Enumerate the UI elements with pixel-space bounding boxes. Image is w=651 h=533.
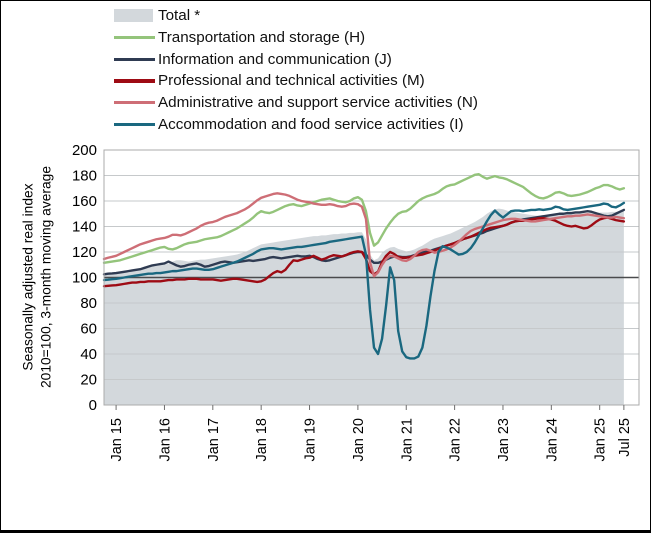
y-tick-label: 0	[89, 397, 97, 414]
y-tick-label: 40	[80, 346, 97, 363]
series-line-N	[102, 192, 626, 278]
y-tick-label: 120	[72, 244, 97, 261]
legend-swatch-N	[114, 100, 155, 105]
y-tick-label: 140	[72, 219, 97, 236]
y-axis-title-line1: Seasonally adjusted real index	[20, 183, 36, 371]
x-tick-label: Jan 16	[157, 418, 173, 462]
legend: Total * Transportation and storage (H) Inf…	[114, 5, 478, 135]
footnotes: Source: SURS; calculations by IMAD. Note…	[105, 485, 369, 530]
legend-label: Transportation and storage (H)	[158, 29, 366, 47]
x-tick-label: Jan 24	[544, 418, 560, 462]
y-axis-title: Seasonally adjusted real index 2010=100,…	[20, 166, 55, 388]
x-tick-label: Jan 21	[399, 418, 415, 462]
legend-label: Administrative and support service activ…	[158, 94, 478, 112]
legend-swatch-J	[114, 57, 155, 61]
legend-item-H: Transportation and storage (H)	[114, 27, 478, 49]
x-tick-label: Jan 22	[448, 418, 464, 462]
series-line-H	[102, 173, 626, 265]
x-tick-label: Jan 23	[496, 418, 512, 462]
legend-label: Information and communication (J)	[158, 50, 392, 68]
x-tick-label: Jan 20	[351, 418, 367, 462]
legend-item-total: Total *	[114, 5, 478, 27]
y-tick-label: 160	[72, 193, 97, 210]
legend-item-J: Information and communication (J)	[114, 48, 478, 70]
y-tick-label: 20	[80, 372, 97, 389]
y-axis-title-line2: 2010=100, 3-month moving average	[38, 165, 53, 389]
legend-label: Accommodation and food service activitie…	[158, 115, 464, 133]
legend-item-I: Accommodation and food service activitie…	[114, 113, 478, 135]
y-tick-label: 200	[72, 142, 97, 159]
y-tick-label: 100	[72, 270, 97, 287]
x-tick-label: Jan 19	[303, 418, 319, 462]
y-tick-label: 60	[80, 321, 97, 338]
legend-swatch-M	[114, 79, 155, 83]
legend-swatch-I	[114, 122, 155, 126]
x-tick-label: Jan 18	[254, 418, 270, 462]
y-tick-label: 80	[80, 295, 97, 312]
x-tick-label: Jan 15	[109, 418, 125, 462]
y-tick-label: 180	[72, 168, 97, 185]
x-tick-label: Jul 25	[617, 418, 633, 457]
legend-item-M: Professional and technical activities (M…	[114, 70, 478, 92]
series-line-I	[102, 201, 626, 360]
legend-swatch-H	[114, 35, 155, 40]
legend-item-N: Administrative and support service activ…	[114, 92, 478, 114]
series-line-M	[102, 216, 626, 288]
legend-swatch-total	[114, 9, 153, 23]
x-tick-label: Jan 25	[593, 418, 609, 462]
plot-border	[103, 149, 640, 406]
series-area-total	[104, 208, 624, 405]
legend-label: Total *	[158, 7, 201, 25]
legend-label: Professional and technical activities (M…	[158, 72, 425, 90]
x-tick-label: Jan 17	[206, 418, 222, 462]
